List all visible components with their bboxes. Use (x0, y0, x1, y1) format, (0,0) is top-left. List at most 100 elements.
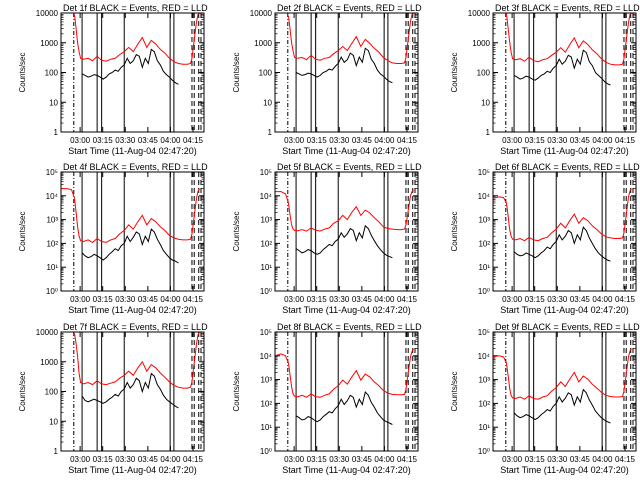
y-tick-label: 10² (478, 239, 490, 248)
x-tick-label: 03:45 (570, 295, 591, 304)
lld-series-line (288, 13, 414, 64)
lld-series-line (275, 189, 414, 232)
x-axis-label: Start Time (11-Aug-04 02:47:20) (68, 146, 196, 156)
x-tick-label: 04:00 (374, 136, 395, 145)
y-tick-label: 10³ (478, 216, 490, 225)
events-series-line (295, 47, 393, 84)
panel-title: Det 4f BLACK = Events, RED = LLD (63, 162, 208, 172)
x-axis-label: Start Time (11-Aug-04 02:47:20) (282, 465, 410, 475)
events-series-line (295, 224, 393, 259)
y-tick-label: 1 (54, 128, 59, 137)
plot-frame (60, 12, 205, 133)
x-tick-label: 03:00 (284, 136, 305, 145)
events-series-line (295, 390, 393, 425)
x-tick-label: 03:45 (352, 136, 373, 145)
y-tick-label: 10¹ (260, 423, 272, 432)
y-tick-label: 10³ (46, 216, 58, 225)
x-tick-label: 03:00 (70, 136, 91, 145)
x-axis-label: Start Time (11-Aug-04 02:47:20) (500, 305, 628, 315)
y-tick-label: 10⁵ (260, 168, 272, 177)
y-tick-label: 10⁴ (478, 352, 491, 361)
y-tick-label: 10 (49, 98, 58, 107)
x-tick-label: 03:15 (93, 455, 114, 464)
x-tick-label: 03:00 (502, 295, 523, 304)
x-tick-label: 04:00 (374, 455, 395, 464)
y-tick-label: 10⁴ (46, 192, 59, 201)
x-tick-label: 03:00 (70, 295, 91, 304)
x-axis-label: Start Time (11-Aug-04 02:47:20) (68, 465, 196, 475)
y-tick-label: 10⁰ (478, 447, 490, 456)
panel-title: Det 6f BLACK = Events, RED = LLD (495, 162, 640, 172)
x-tick-label: 03:30 (329, 295, 350, 304)
panel-8: Det 8f BLACK = Events, RED = LLD Counts/s… (232, 322, 422, 475)
panel-9: Det 9f BLACK = Events, RED = LLD Counts/s… (450, 322, 640, 475)
plot-area (73, 332, 202, 451)
x-tick-label: 04:15 (183, 455, 204, 464)
x-tick-label: 03:30 (547, 295, 568, 304)
plot-area (505, 13, 634, 132)
panel-6: Det 6f BLACK = Events, RED = LLD Counts/s… (450, 162, 640, 315)
x-tick-label: 04:15 (183, 295, 204, 304)
panel-2: Det 2f BLACK = Events, RED = LLD Counts/s… (232, 3, 422, 156)
y-tick-label: 10⁵ (46, 168, 58, 177)
panel-3: Det 3f BLACK = Events, RED = LLD Counts/s… (450, 3, 640, 156)
x-tick-label: 04:00 (374, 295, 395, 304)
y-axis-label: Counts/sec (450, 211, 459, 251)
plot-area (493, 172, 634, 291)
x-tick-label: 03:00 (70, 455, 91, 464)
y-tick-label: 10000 (36, 328, 59, 337)
events-series-line (513, 388, 611, 424)
plot-area (73, 13, 202, 132)
y-tick-label: 10⁴ (260, 192, 273, 201)
y-axis-label: Counts/sec (450, 52, 459, 92)
panel-5: Det 5f BLACK = Events, RED = LLD Counts/s… (232, 162, 422, 315)
y-tick-label: 10³ (478, 376, 490, 385)
x-tick-label: 04:00 (160, 136, 181, 145)
y-tick-label: 10⁴ (478, 192, 491, 201)
plot-frame (492, 171, 637, 292)
x-tick-label: 04:15 (397, 455, 418, 464)
x-axis-label: Start Time (11-Aug-04 02:47:20) (282, 146, 410, 156)
y-tick-label: 100 (259, 69, 273, 78)
y-axis-label: Counts/sec (232, 371, 241, 411)
panel-title: Det 3f BLACK = Events, RED = LLD (495, 3, 640, 13)
x-tick-label: 03:15 (93, 295, 114, 304)
y-tick-label: 10² (46, 239, 58, 248)
x-axis-label: Start Time (11-Aug-04 02:47:20) (282, 305, 410, 315)
y-tick-label: 10¹ (478, 263, 490, 272)
x-tick-label: 03:00 (502, 455, 523, 464)
x-tick-label: 03:00 (284, 455, 305, 464)
x-axis-label: Start Time (11-Aug-04 02:47:20) (500, 465, 628, 475)
y-axis-label: Counts/sec (232, 52, 241, 92)
y-tick-label: 100 (45, 388, 59, 397)
y-axis-label: Counts/sec (450, 371, 459, 411)
x-tick-label: 04:15 (397, 295, 418, 304)
y-tick-label: 10⁵ (478, 328, 490, 337)
x-axis-label: Start Time (11-Aug-04 02:47:20) (500, 146, 628, 156)
x-tick-label: 03:30 (547, 136, 568, 145)
plot-frame (60, 331, 205, 452)
y-tick-label: 10 (49, 417, 58, 426)
x-tick-label: 03:45 (138, 295, 159, 304)
x-tick-label: 04:00 (160, 295, 181, 304)
y-tick-label: 1000 (254, 39, 272, 48)
plot-area (61, 172, 202, 291)
y-tick-label: 1 (268, 128, 273, 137)
panel-4: Det 4f BLACK = Events, RED = LLD Counts/s… (18, 162, 208, 315)
panel-7: Det 7f BLACK = Events, RED = LLD Counts/s… (18, 322, 208, 475)
y-tick-label: 1 (486, 128, 491, 137)
x-tick-label: 03:45 (352, 295, 373, 304)
y-tick-label: 10¹ (260, 263, 272, 272)
plot-frame (274, 12, 419, 133)
y-tick-label: 10¹ (478, 423, 490, 432)
plot-frame (274, 331, 419, 452)
lld-series-line (275, 348, 414, 398)
events-series-line (81, 372, 179, 409)
x-tick-label: 03:45 (570, 455, 591, 464)
y-axis-label: Counts/sec (232, 211, 241, 251)
y-tick-label: 1000 (40, 39, 58, 48)
panel-title: Det 8f BLACK = Events, RED = LLD (277, 322, 422, 332)
panel-title: Det 9f BLACK = Events, RED = LLD (495, 322, 640, 332)
y-tick-label: 10¹ (46, 263, 58, 272)
